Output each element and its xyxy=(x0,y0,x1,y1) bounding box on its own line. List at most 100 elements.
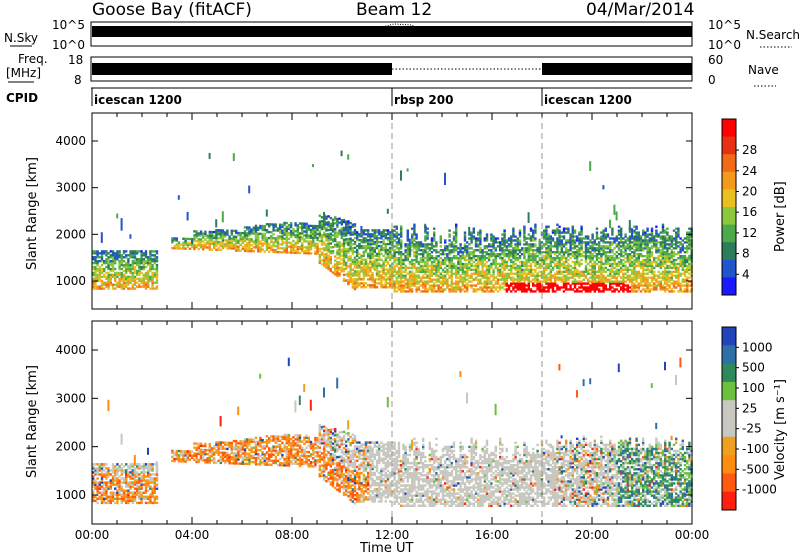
heatmap-cell xyxy=(455,241,458,244)
heatmap-cell xyxy=(483,239,486,242)
heatmap-cell xyxy=(637,241,640,244)
heatmap-cell xyxy=(389,239,392,242)
heatmap-cell xyxy=(114,283,117,286)
heatmap-cell xyxy=(521,282,524,285)
heatmap-cell xyxy=(105,265,108,269)
heatmap-cell xyxy=(615,251,618,254)
heatmap-cell xyxy=(534,225,537,228)
heatmap-cell xyxy=(468,284,471,287)
heatmap-cell xyxy=(114,261,117,265)
heatmap-cell xyxy=(576,256,579,260)
heatmap-cell xyxy=(562,284,566,287)
heatmap-cell xyxy=(422,282,425,285)
heatmap-cell xyxy=(677,231,680,234)
freq-label: Freq. xyxy=(18,52,48,66)
heatmap-cell xyxy=(569,286,572,289)
heatmap-cell xyxy=(538,258,541,262)
heatmap-cell xyxy=(254,224,258,227)
heatmap-cell xyxy=(642,247,645,250)
heatmap-cell xyxy=(483,284,486,287)
heatmap-cell xyxy=(655,274,658,277)
heatmap-cell xyxy=(435,268,438,272)
heatmap-cell xyxy=(395,256,398,260)
heatmap-cell xyxy=(646,251,649,254)
heatmap-cell xyxy=(536,272,539,275)
heatmap-cell xyxy=(349,255,352,258)
heatmap-cell xyxy=(303,249,306,253)
heatmap-cell xyxy=(532,256,535,260)
heatmap-cell xyxy=(327,246,330,249)
heatmap-cell xyxy=(301,245,304,249)
heatmap-cell xyxy=(367,254,370,258)
heatmap-cell xyxy=(382,229,385,232)
heatmap-cell xyxy=(98,260,101,263)
heatmap-cell xyxy=(681,256,684,260)
heatmap-cell xyxy=(648,290,651,293)
heatmap-cell xyxy=(598,276,601,279)
heatmap-cell xyxy=(655,264,658,268)
heatmap-cell xyxy=(576,235,579,238)
heatmap-cell xyxy=(217,236,220,240)
heatmap-cell xyxy=(408,288,412,291)
heatmap-cell xyxy=(395,272,398,275)
heatmap-cell xyxy=(604,245,607,248)
heatmap-cell xyxy=(474,272,478,275)
heatmap-cell xyxy=(336,249,339,252)
heatmap-cell xyxy=(622,278,625,281)
heatmap-cell xyxy=(142,260,145,263)
heatmap-cell xyxy=(477,288,480,291)
heatmap-cell xyxy=(518,260,522,264)
heatmap-cell xyxy=(261,242,264,245)
heatmap-cell xyxy=(364,240,368,244)
heatmap-cell xyxy=(646,249,649,252)
heatmap-cell xyxy=(576,254,579,258)
heatmap-cell xyxy=(369,268,372,271)
heatmap-cell xyxy=(455,264,458,268)
heatmap-cell xyxy=(477,264,480,268)
heatmap-cell xyxy=(347,251,350,254)
heatmap-cell xyxy=(481,251,484,254)
heatmap-cell xyxy=(457,266,460,270)
heatmap-cell xyxy=(584,288,588,291)
heatmap-cell xyxy=(384,278,387,281)
heatmap-cell xyxy=(375,239,379,242)
heatmap-cell xyxy=(320,222,324,225)
heatmap-cell xyxy=(199,234,203,237)
heatmap-cell xyxy=(259,250,262,253)
heatmap-cell xyxy=(397,286,401,289)
heatmap-cell xyxy=(371,278,374,281)
heatmap-cell xyxy=(287,231,291,235)
heatmap-cell xyxy=(226,243,229,246)
heatmap-cell xyxy=(107,481,110,484)
heatmap-cell xyxy=(483,247,486,250)
heatmap-cell xyxy=(114,287,117,290)
heatmap-cell xyxy=(626,286,629,289)
heatmap-cell xyxy=(507,268,511,272)
heatmap-cell xyxy=(490,243,493,246)
heatmap-cell xyxy=(430,237,434,240)
heatmap-cell xyxy=(503,264,506,268)
heatmap-cell xyxy=(417,245,420,248)
heatmap-cell xyxy=(644,282,647,285)
heatmap-cell xyxy=(384,272,387,275)
heatmap-cell xyxy=(543,262,546,266)
scatter-cell xyxy=(248,185,251,194)
heatmap-cell xyxy=(428,249,431,252)
heatmap-cell xyxy=(318,261,321,264)
heatmap-cell xyxy=(230,231,233,234)
heatmap-cell xyxy=(562,237,566,240)
heatmap-cell xyxy=(512,288,515,291)
heatmap-cell xyxy=(637,272,640,275)
heatmap-cell xyxy=(109,485,112,488)
heatmap-cell xyxy=(369,266,372,269)
heatmap-cell xyxy=(635,245,638,248)
heatmap-cell xyxy=(221,229,225,232)
heatmap-cell xyxy=(111,273,115,277)
heatmap-cell xyxy=(248,243,251,247)
heatmap-cell xyxy=(435,264,438,268)
heatmap-cell xyxy=(98,275,101,279)
heatmap-cell xyxy=(571,282,574,285)
heatmap-cell xyxy=(457,258,460,262)
heatmap-cell xyxy=(131,265,134,269)
heatmap-cell xyxy=(679,264,682,268)
